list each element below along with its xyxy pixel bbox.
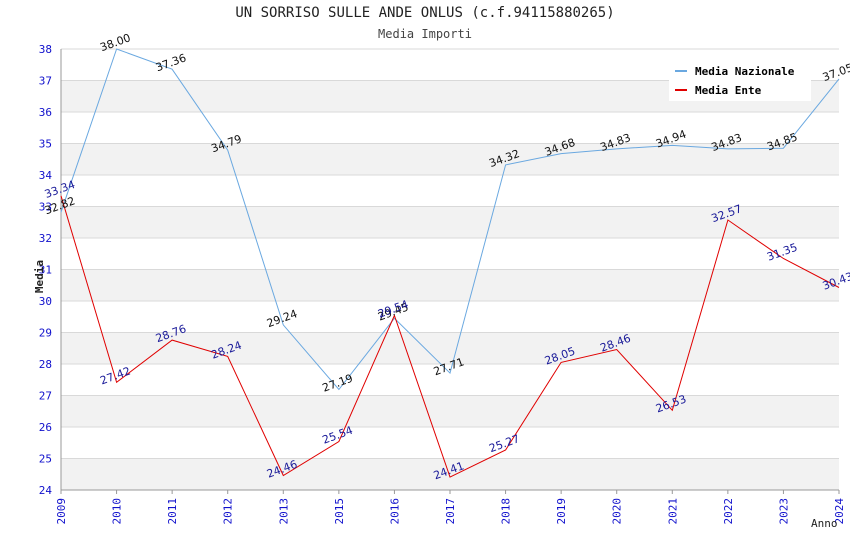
y-tick-label: 24 xyxy=(39,484,53,497)
y-tick-label: 34 xyxy=(39,169,53,182)
y-tick-label: 29 xyxy=(39,327,52,340)
plot-band xyxy=(61,143,839,175)
legend: Media Nazionale Media Ente xyxy=(669,59,811,101)
x-tick-label: 2021 xyxy=(666,498,679,525)
y-tick-label: 26 xyxy=(39,421,52,434)
series-lines xyxy=(60,48,840,478)
x-tick-label: 2017 xyxy=(444,498,457,525)
legend-item-ente: Media Ente xyxy=(675,82,761,98)
chart-subtitle: Media Importi xyxy=(378,27,472,41)
x-tick-label: 2019 xyxy=(555,498,568,525)
legend-label-ente: Media Ente xyxy=(695,83,762,97)
y-tick-labels: 24 25 26 27 28 29 30 31 32 33 34 35 36 37 38 xyxy=(39,43,53,497)
x-tick-label: 2015 xyxy=(333,498,346,525)
x-tick-label: 2010 xyxy=(111,498,124,525)
plot-band xyxy=(61,458,839,490)
plot-band xyxy=(61,269,839,301)
data-label-nazionale: 38.00 xyxy=(98,31,132,54)
x-tick-label: 2011 xyxy=(166,498,179,525)
plot-band xyxy=(61,206,839,238)
y-tick-label: 30 xyxy=(39,295,52,308)
y-tick-label: 32 xyxy=(39,232,52,245)
chart-title: UN SORRISO SULLE ANDE ONLUS (c.f.9411588… xyxy=(235,5,615,21)
y-tick-label: 36 xyxy=(39,106,52,119)
y-tick-label: 33 xyxy=(39,201,52,214)
x-tick-label: 2012 xyxy=(222,498,235,525)
y-tick-label: 37 xyxy=(39,75,52,88)
x-tick-label: 2023 xyxy=(777,498,790,525)
data-label-ente: 27.42 xyxy=(98,364,132,387)
x-tick-label: 2009 xyxy=(55,498,68,525)
x-tick-label: 2022 xyxy=(722,498,735,525)
series-line-ente xyxy=(60,195,840,478)
legend-swatch-nazionale xyxy=(675,70,687,72)
series-line-nazionale xyxy=(60,48,840,391)
y-axis-label: Media xyxy=(33,259,47,294)
x-tick-labels: 2009 2010 2011 2012 2013 2015 2016 2017 2018 2019… xyxy=(55,490,846,525)
x-tick-label: 2013 xyxy=(277,498,290,525)
x-tick-label: 2016 xyxy=(388,498,401,525)
data-label-ente: 31.35 xyxy=(765,241,799,264)
x-tick-label: 2020 xyxy=(611,498,624,525)
y-tick-label: 38 xyxy=(39,43,52,56)
y-tick-label: 31 xyxy=(39,264,52,277)
data-label-ente: 25.27 xyxy=(487,432,521,455)
plot-band xyxy=(61,395,839,427)
legend-item-nazionale: Media Nazionale xyxy=(675,63,794,79)
data-label-nazionale: 37.36 xyxy=(154,51,188,74)
y-tick-label: 28 xyxy=(39,358,52,371)
x-tick-label: 2024 xyxy=(833,498,846,525)
y-tick-label: 27 xyxy=(39,390,52,403)
x-axis-label: Anno xyxy=(811,517,838,530)
legend-swatch-ente xyxy=(675,89,687,91)
data-label-nazionale: 29.24 xyxy=(265,307,299,330)
y-tick-label: 25 xyxy=(39,453,52,466)
plot-band xyxy=(61,332,839,364)
legend-label-nazionale: Media Nazionale xyxy=(695,64,795,78)
x-tick-label: 2018 xyxy=(500,498,513,525)
data-label-nazionale: 27.19 xyxy=(321,372,355,395)
y-tick-label: 35 xyxy=(39,138,52,151)
